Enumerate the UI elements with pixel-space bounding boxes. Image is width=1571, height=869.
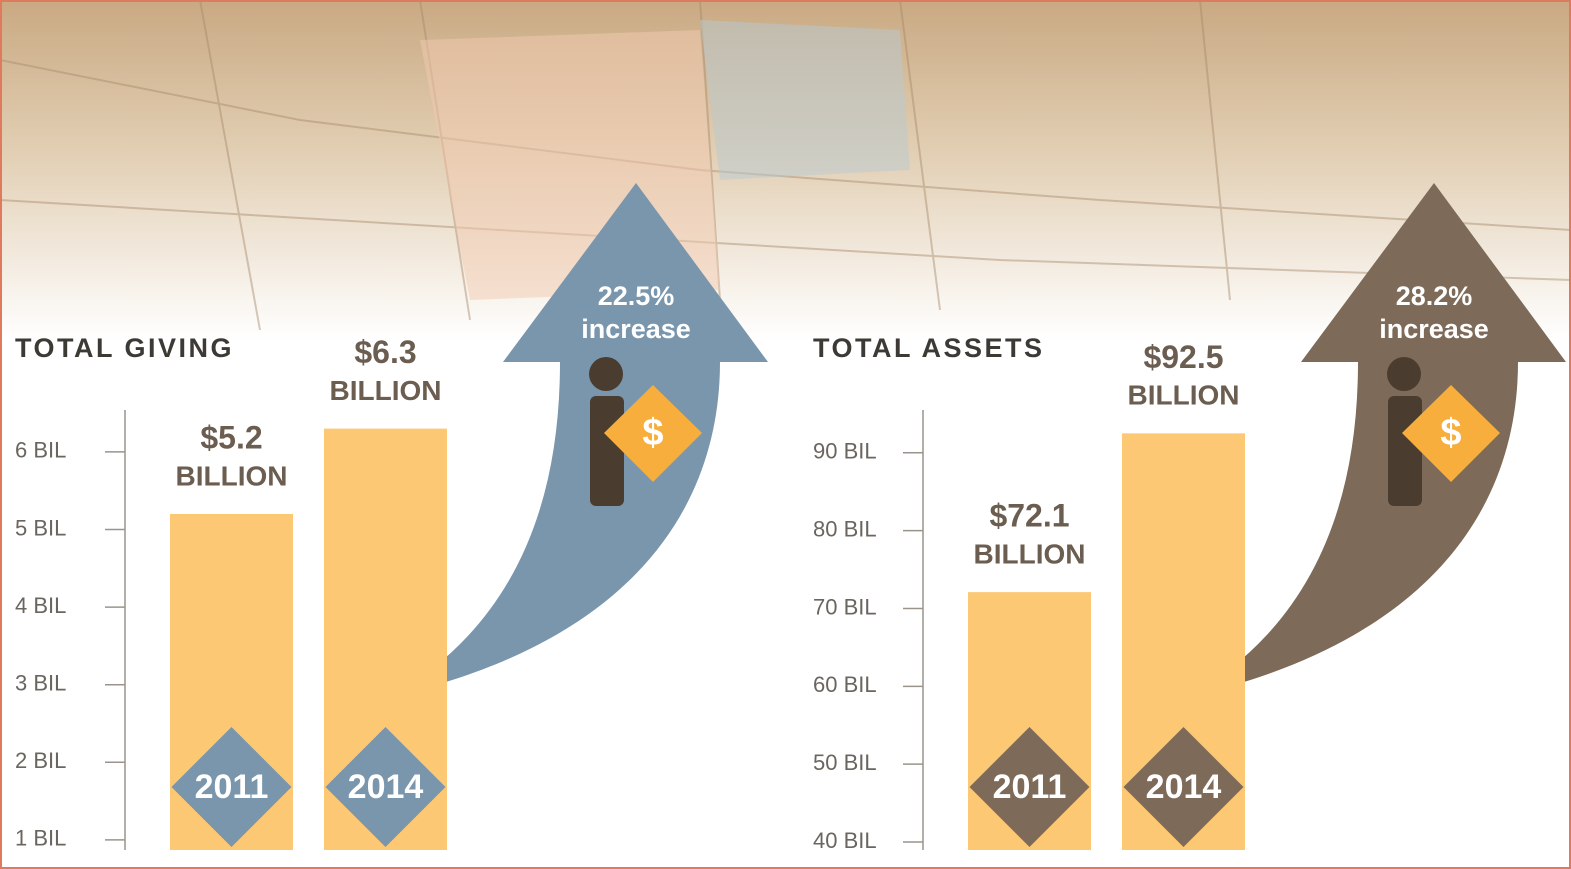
person-head — [589, 357, 623, 391]
y-tick-label: 60 BIL — [813, 672, 877, 697]
dollar-diamond — [604, 385, 702, 482]
value-label: $92.5 — [1143, 339, 1223, 375]
person-body — [590, 396, 624, 506]
y-tick-label: 40 BIL — [813, 828, 877, 853]
y-tick-label: 70 BIL — [813, 594, 877, 619]
map-region — [700, 20, 910, 180]
y-tick-label: 4 BIL — [15, 593, 66, 618]
unit-label: BILLION — [974, 539, 1086, 570]
unit-label: BILLION — [1128, 380, 1240, 411]
change-text: increase — [581, 314, 691, 344]
person-head — [1387, 357, 1421, 391]
year-diamond — [1123, 727, 1244, 847]
x-tick-label: 2011 — [195, 768, 269, 806]
increase-arrow — [1188, 183, 1566, 697]
value-label: $6.3 — [354, 334, 416, 370]
x-tick-label: 2014 — [1146, 768, 1222, 806]
chart-title: TOTAL ASSETS — [813, 333, 1045, 363]
y-tick-label: 50 BIL — [813, 750, 877, 775]
change-text: increase — [1379, 314, 1489, 344]
y-tick-label: 2 BIL — [15, 748, 66, 773]
y-tick-label: 3 BIL — [15, 671, 66, 696]
value-label: $5.2 — [200, 419, 262, 455]
change-label: 22.5% — [598, 281, 675, 311]
person-body — [1388, 396, 1422, 506]
y-tick-label: 90 BIL — [813, 439, 877, 464]
y-tick-label: 80 BIL — [813, 516, 877, 541]
y-tick-label: 6 BIL — [15, 438, 66, 463]
dollar-sign: $ — [642, 412, 663, 454]
x-tick-label: 2011 — [993, 768, 1067, 806]
change-label: 28.2% — [1396, 281, 1473, 311]
dollar-diamond — [1402, 385, 1500, 482]
year-diamond — [171, 727, 292, 847]
increase-arrow — [390, 183, 768, 697]
unit-label: BILLION — [176, 460, 288, 491]
x-tick-label: 2014 — [348, 768, 424, 806]
year-diamond — [969, 727, 1090, 847]
y-tick-label: 5 BIL — [15, 515, 66, 540]
chart-title: TOTAL GIVING — [15, 333, 234, 363]
value-label: $72.1 — [989, 498, 1069, 534]
year-diamond — [325, 727, 446, 847]
dollar-sign: $ — [1440, 412, 1461, 454]
unit-label: BILLION — [330, 375, 442, 406]
y-tick-label: 1 BIL — [15, 826, 66, 851]
